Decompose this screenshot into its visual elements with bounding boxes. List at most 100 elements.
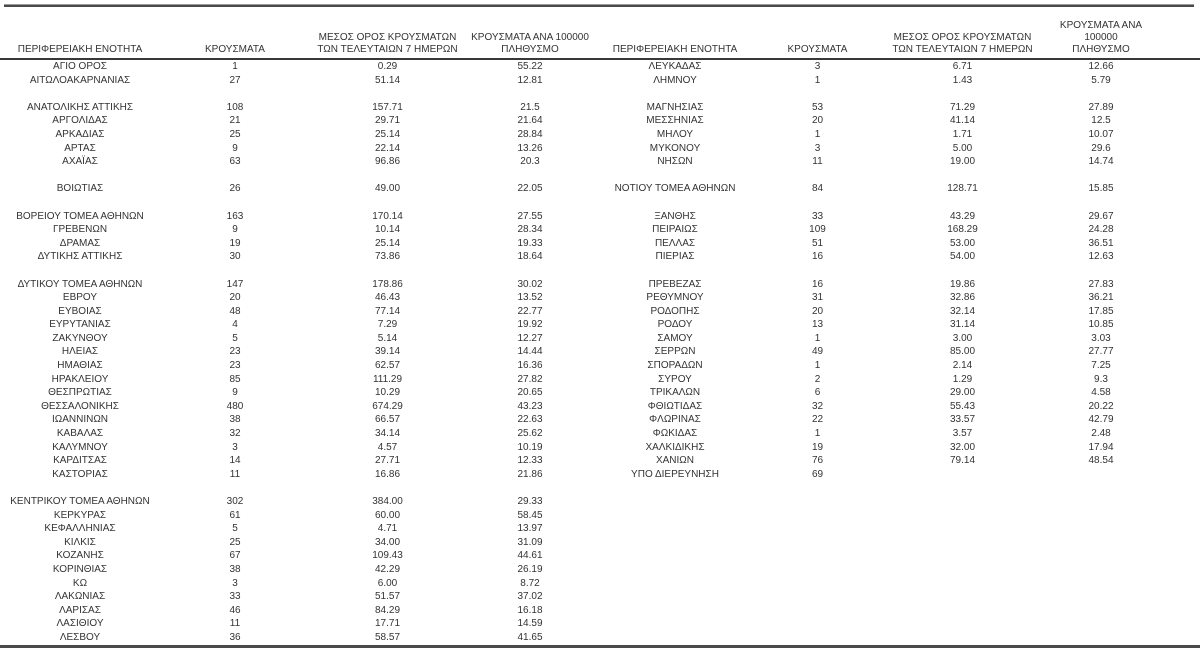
- per100k-left-cell: 22.63: [517, 414, 543, 426]
- region-right-cell: ΦΘΙΩΤΙΔΑΣ: [647, 400, 703, 412]
- per100k-right-cell: 9.3: [1094, 373, 1108, 385]
- avg7-left-cell: 42.29: [374, 563, 401, 575]
- avg7-right-cell: 54.00: [949, 251, 976, 263]
- avg7-left-cell: 157.71: [372, 101, 403, 113]
- region-right-cell: ΤΡΙΚΑΛΩΝ: [649, 387, 701, 399]
- per100k-left-cell: 12.81: [517, 74, 543, 86]
- avg7-left-cell: 674.29: [372, 400, 403, 412]
- cases-right-cell: 76: [811, 455, 824, 467]
- avg7-right-cell: 19.00: [949, 156, 976, 168]
- region-right-cell: [595, 563, 755, 577]
- region-left-cell: ΕΒΡΟΥ: [62, 292, 98, 304]
- per100k-right-cell: 2.48: [1091, 428, 1111, 440]
- per100k-left-cell: [465, 264, 595, 278]
- region-right-cell: ΠΡΕΒΕΖΑΣ: [648, 278, 702, 290]
- avg7-right-cell: 41.14: [949, 115, 976, 127]
- per100k-right-cell: 27.89: [1088, 101, 1114, 113]
- avg7-right-cell: 85.00: [949, 346, 976, 358]
- region-left-cell: [0, 481, 160, 495]
- table-row: ΔΥΤΙΚΗΣ ΑΤΤΙΚΗΣ 30 73.86 18.64 ΠΙΕΡΙΑΣ 16 54.0…: [0, 250, 1200, 264]
- cases-right-cell: 51: [811, 237, 824, 249]
- per100k-right-cell: 29.67: [1088, 210, 1114, 222]
- region-left-cell: ΘΕΣΠΡΩΤΙΑΣ: [48, 387, 112, 399]
- avg7-right-cell: 32.00: [949, 441, 976, 453]
- avg7-left-cell: 111.29: [372, 373, 403, 385]
- cases-right-cell: [755, 631, 880, 646]
- region-right-cell: [595, 169, 755, 183]
- per100k-left-cell: 22.05: [517, 183, 543, 195]
- cases-right-cell: 19: [811, 441, 824, 453]
- table-row: [0, 264, 1200, 278]
- region-right-cell: ΠΕΙΡΑΙΩΣ: [652, 224, 698, 236]
- table-row: ΛΕΣΒΟΥ 36 58.57 41.65: [0, 631, 1200, 646]
- avg7-left-cell: 60.00: [374, 509, 401, 521]
- region-left-cell: ΚΑΛΥΜΝΟΥ: [52, 441, 108, 453]
- per100k-left-cell: 58.45: [517, 509, 543, 521]
- header-avg7-left: ΜΕΣΟΣ ΟΡΟΣ ΚΡΟΥΣΜΑΤΩΝ ΤΩΝ ΤΕΛΕΥΤΑΙΩΝ 7 Η…: [317, 32, 458, 55]
- avg7-right-cell: 32.86: [949, 292, 976, 304]
- region-right-cell: [595, 481, 755, 495]
- per100k-right-cell: 17.94: [1088, 441, 1114, 453]
- region-left-cell: ΚΕΦΑΛΛΗΝΙΑΣ: [44, 523, 116, 535]
- cases-right-cell: [755, 617, 880, 631]
- region-right-cell: ΝΟΤΙΟΥ ΤΟΜΕΑ ΑΘΗΝΩΝ: [614, 183, 736, 195]
- cases-left-cell: 14: [229, 455, 241, 467]
- cases-right-cell: 16: [811, 251, 824, 263]
- region-left-cell: ΑΓΙΟ ΟΡΟΣ: [53, 61, 107, 72]
- table-row: ΚΑΣΤΟΡΙΑΣ 11 16.86 21.86 ΥΠΟ ΔΙΕΡΕΥΝΗΣΗ 69: [0, 468, 1200, 482]
- region-left-cell: ΛΑΡΙΣΑΣ: [59, 604, 101, 616]
- cases-right-cell: 1: [814, 360, 821, 372]
- avg7-left-cell: 6.00: [377, 577, 398, 589]
- cases-right-cell: 22: [811, 414, 824, 426]
- table-row: ΕΥΡΥΤΑΝΙΑΣ 4 7.29 19.92 ΡΟΔΟΥ 13 31.14 10.85: [0, 318, 1200, 332]
- per100k-right-cell: 7.25: [1091, 360, 1111, 372]
- table-row: ΕΒΡΟΥ 20 46.43 13.52 ΡΕΘΥΜΝΟΥ 31 32.86 36.21: [0, 291, 1200, 305]
- cases-right-cell: [755, 590, 880, 604]
- region-right-cell: [595, 577, 755, 591]
- cases-left-cell: 302: [226, 496, 244, 507]
- cases-right-cell: [755, 495, 880, 509]
- per100k-right-cell: 12.66: [1088, 61, 1114, 72]
- avg7-right-cell: 168.29: [947, 224, 978, 236]
- cases-left-cell: 27: [229, 74, 241, 86]
- cases-right-cell: 1: [814, 428, 821, 440]
- avg7-right-cell: 19.86: [949, 278, 976, 290]
- region-right-cell: [595, 522, 755, 536]
- cases-left-cell: 63: [229, 156, 241, 168]
- region-right-cell: [595, 590, 755, 604]
- per100k-left-cell: 14.44: [517, 346, 543, 358]
- avg7-left-cell: 4.71: [377, 523, 398, 535]
- avg7-right-cell: 71.29: [949, 101, 976, 113]
- avg7-left-cell: 10.14: [374, 224, 401, 236]
- region-left-cell: ΗΡΑΚΛΕΙΟΥ: [51, 373, 109, 385]
- region-right-cell: ΣΕΡΡΩΝ: [654, 346, 696, 358]
- table-row: [0, 481, 1200, 495]
- region-right-cell: ΦΩΚΙΔΑΣ: [652, 428, 698, 440]
- region-right-cell: [595, 196, 755, 210]
- cases-left-cell: 38: [229, 414, 241, 426]
- region-right-cell: ΝΗΣΩΝ: [657, 156, 693, 168]
- per100k-right-cell: [1045, 264, 1200, 278]
- table-row: ΚΑΒΑΛΑΣ 32 34.14 25.62 ΦΩΚΙΔΑΣ 1 3.57 2.48: [0, 427, 1200, 441]
- per100k-right-cell: 27.77: [1088, 346, 1114, 358]
- region-left-cell: ΛΕΣΒΟΥ: [59, 631, 101, 643]
- per100k-left-cell: 21.64: [517, 115, 543, 127]
- region-left-cell: ΔΡΑΜΑΣ: [59, 237, 101, 249]
- per100k-left-cell: 31.09: [517, 536, 543, 548]
- cases-right-cell: [755, 549, 880, 563]
- cases-left-cell: 480: [226, 400, 244, 412]
- region-right-cell: ΡΟΔΟΥ: [657, 319, 693, 331]
- cases-left-cell: 108: [226, 101, 244, 113]
- region-left-cell: ΔΥΤΙΚΟΥ ΤΟΜΕΑ ΑΘΗΝΩΝ: [17, 278, 143, 290]
- region-right-cell: ΜΕΣΣΗΝΙΑΣ: [646, 115, 704, 127]
- avg7-right-cell: [880, 87, 1045, 101]
- avg7-right-cell: 29.00: [949, 387, 976, 399]
- per100k-right-cell: [1045, 509, 1200, 523]
- region-left-cell: ΛΑΚΩΝΙΑΣ: [54, 591, 106, 603]
- cases-right-cell: 69: [811, 468, 824, 480]
- per100k-left-cell: 12.33: [517, 455, 543, 467]
- region-left-cell: ΚΕΝΤΡΙΚΟΥ ΤΟΜΕΑ ΑΘΗΝΩΝ: [10, 496, 150, 507]
- per100k-right-cell: 36.51: [1088, 237, 1114, 249]
- table-row: ΒΟΙΩΤΙΑΣ 26 49.00 22.05 ΝΟΤΙΟΥ ΤΟΜΕΑ ΑΘΗΝΩΝ 8…: [0, 182, 1200, 196]
- per100k-left-cell: 30.02: [517, 278, 543, 290]
